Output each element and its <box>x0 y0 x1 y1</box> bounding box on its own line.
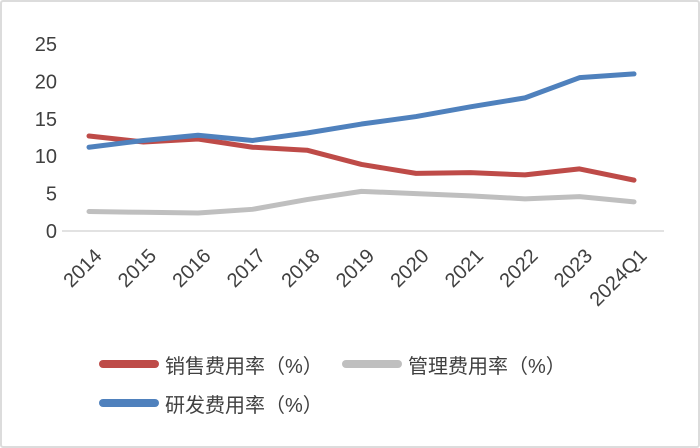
management-expense-legend-label: 管理费用率（%） <box>408 355 566 378</box>
sales-expense-ratio-line <box>86 133 637 183</box>
sales-expense-legend-label: 销售费用率（%） <box>165 355 323 378</box>
x-tick-label: 2024Q1 <box>586 245 652 311</box>
legend-item-management-expense-ratio: 管理费用率（%） <box>342 352 566 378</box>
legend-item-rd-expense-ratio: 研发费用率（%） <box>99 391 342 417</box>
x-tick-label: 2016 <box>169 245 216 292</box>
x-tick-label: 2018 <box>278 245 325 292</box>
x-tick-label: 2021 <box>441 245 488 292</box>
x-tick-label: 2019 <box>332 245 379 292</box>
x-tick-label: 2023 <box>550 245 597 292</box>
x-tick-label: 2015 <box>114 245 161 292</box>
sales-expense-swatch <box>99 360 159 368</box>
y-tick-label: 20 <box>35 71 57 93</box>
x-tick-label: 2017 <box>223 245 270 292</box>
y-tick-label: 15 <box>35 109 57 131</box>
x-tick-label: 2014 <box>60 245 107 292</box>
management-expense-ratio-line <box>86 188 637 216</box>
legend-item-sales-expense-ratio: 销售费用率（%） <box>99 352 342 378</box>
rd-expense-ratio-line <box>86 71 637 150</box>
management-expense-swatch <box>342 360 402 368</box>
x-tick-label: 2020 <box>387 245 434 292</box>
y-tick-label: 5 <box>46 184 57 206</box>
rd-expense-swatch <box>99 399 159 407</box>
y-tick-label: 25 <box>35 34 57 56</box>
y-tick-label: 10 <box>35 146 57 168</box>
rd-expense-legend-label: 研发费用率（%） <box>165 394 323 417</box>
chart-legend: 销售费用率（%） 管理费用率（%） 研发费用率（%） <box>99 352 566 417</box>
x-tick-label: 2022 <box>496 245 543 292</box>
y-tick-label: 0 <box>46 221 57 243</box>
